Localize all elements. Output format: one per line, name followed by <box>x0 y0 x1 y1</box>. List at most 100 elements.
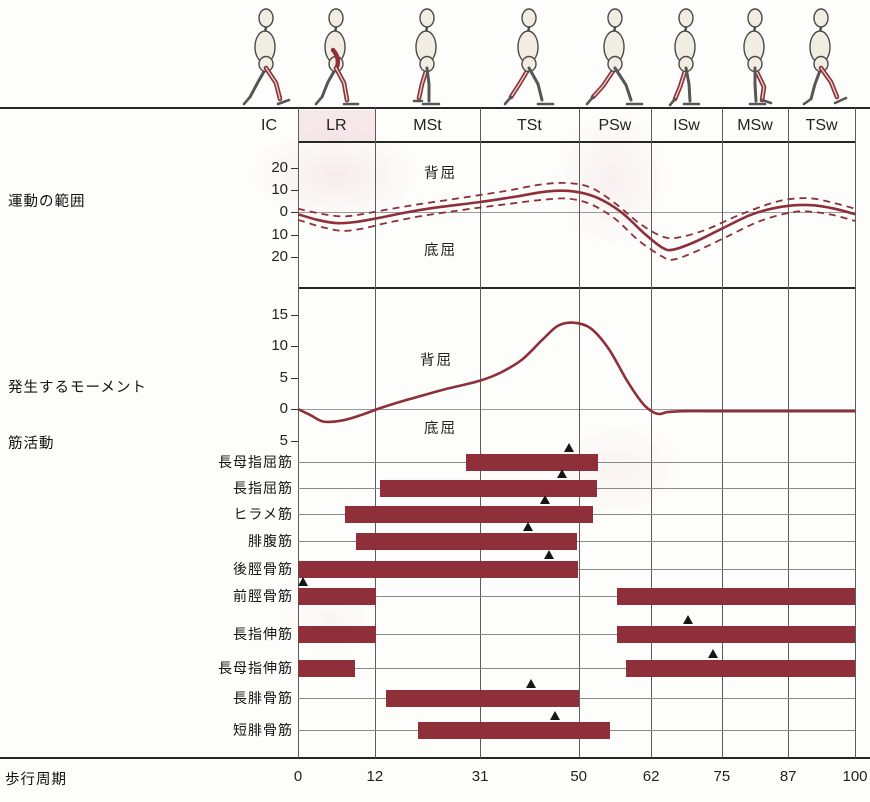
muscle-activity-bar <box>385 689 579 707</box>
rom-ytick-mark <box>291 167 298 169</box>
walking-figure-lr-icon <box>314 8 360 106</box>
rom-dorsiflexion-label: 背屈 <box>424 166 457 182</box>
xtick-label-62: 62 <box>642 768 660 785</box>
moment-ytick-label: 5 <box>279 368 288 386</box>
walking-figure-isw-icon <box>668 8 701 107</box>
rom-ytick-label: 20 <box>271 158 288 176</box>
muscle-activity-bar <box>355 532 578 550</box>
phase-label-mst: MSt <box>413 117 442 134</box>
xtick-label-31: 31 <box>471 768 489 785</box>
rom-section-label: 運動の範囲 <box>8 194 86 210</box>
muscle-label-6: 長指伸筋 <box>233 626 293 642</box>
muscle-label-8: 長腓骨筋 <box>233 690 293 706</box>
peak-activity-triangle <box>526 678 536 688</box>
moment-ytick-mark <box>291 314 298 316</box>
ground-line <box>0 107 870 110</box>
rom-ytick-label: 10 <box>271 225 288 243</box>
phase-label-isw: ISw <box>673 117 700 134</box>
muscle-activity-bar <box>617 625 855 643</box>
muscle-label-2: ヒラメ筋 <box>233 506 293 522</box>
rom-plantarflexion-label: 底屈 <box>424 243 457 259</box>
gridline-87pct <box>788 108 790 758</box>
moment-section-label: 発生するモーメント <box>8 380 147 396</box>
muscle-activity-bar <box>465 453 598 471</box>
x-axis-line <box>0 757 870 760</box>
xtick-label-87: 87 <box>779 768 797 785</box>
moment-zero-line <box>298 409 855 410</box>
muscle-label-3: 腓腹筋 <box>248 533 293 549</box>
gridline-62pct <box>651 108 653 758</box>
xtick-label-100: 100 <box>842 768 868 785</box>
muscle-activity-bar <box>379 479 597 497</box>
walking-figure-ic-icon <box>242 8 291 106</box>
rom-curve-mean <box>297 189 856 252</box>
rom-ytick-label: 0 <box>279 203 288 220</box>
xtick-label-75: 75 <box>713 768 731 785</box>
muscle-label-7: 長母指伸筋 <box>218 660 293 676</box>
phase-label-ic: IC <box>261 117 277 134</box>
peak-activity-triangle <box>564 442 575 452</box>
moment-dorsiflexion-label: 背屈 <box>420 353 453 369</box>
peak-activity-triangle <box>556 468 567 478</box>
muscle-row-baseline <box>298 634 855 635</box>
gait-cycle-axis-label: 歩行周期 <box>5 772 67 788</box>
walking-figures-strip <box>0 0 870 108</box>
phase-label-tst: TSt <box>516 117 542 134</box>
muscle-activity-bar <box>298 659 355 677</box>
moment-ytick-label: 10 <box>271 337 288 354</box>
walking-figure-tsw-icon <box>802 8 848 106</box>
muscle-label-1: 長指屈筋 <box>233 480 293 496</box>
gridline-31pct <box>480 108 482 758</box>
peak-activity-triangle <box>707 648 718 658</box>
xtick-label-12: 12 <box>366 768 384 785</box>
muscle-activity-bar <box>417 721 611 739</box>
gridline-100pct <box>855 108 856 758</box>
walking-figure-mst-icon <box>412 8 441 106</box>
phase-label-tsw: TSw <box>805 117 838 134</box>
xtick-label-0: 0 <box>293 768 303 785</box>
rom-ytick-label: 20 <box>271 247 288 265</box>
walking-figure-tst-icon <box>503 8 555 106</box>
gridline-0pct <box>298 108 299 758</box>
moment-ytick-label: 15 <box>271 305 288 323</box>
rom-ytick-mark <box>291 190 298 191</box>
phase-label-msw: MSw <box>737 117 773 134</box>
muscle-activity-bar <box>625 659 855 677</box>
rom-ytick-label: 10 <box>271 181 288 198</box>
peak-activity-triangle <box>543 549 554 559</box>
muscle-activity-bar <box>298 625 376 643</box>
lr-cell-highlight <box>299 110 375 141</box>
moment-ytick-label: 5 <box>279 431 288 449</box>
muscle-label-4: 後脛骨筋 <box>233 561 293 577</box>
rom-ytick-mark <box>291 256 298 258</box>
moment-plantarflexion-label: 底屈 <box>424 421 457 437</box>
muscle-activity-bar <box>617 587 855 605</box>
walking-figure-psw-icon <box>585 8 644 106</box>
muscle-row-baseline <box>298 596 855 597</box>
rom-curve-upper-band <box>297 181 856 240</box>
muscle-activity-bar <box>344 505 594 523</box>
muscle-label-0: 長母指屈筋 <box>218 454 293 470</box>
gridline-12pct <box>374 108 376 758</box>
muscle-label-9: 短腓骨筋 <box>233 722 293 738</box>
moment-ytick-mark <box>291 409 298 410</box>
gridline-50pct <box>578 108 580 758</box>
walking-figure-msw-icon <box>743 8 773 106</box>
phase-label-lr: LR <box>326 117 347 134</box>
rom-ytick-mark <box>291 234 298 236</box>
muscle-activity-bar <box>298 587 376 605</box>
peak-activity-triangle <box>682 614 693 624</box>
moment-ytick-mark <box>291 346 298 347</box>
muscle-activity-section-label: 筋活動 <box>8 436 55 452</box>
xtick-label-50: 50 <box>570 768 588 785</box>
peak-activity-triangle <box>539 494 550 504</box>
muscle-activity-bar <box>298 560 579 578</box>
peak-activity-triangle <box>523 521 534 531</box>
moment-ytick-mark <box>291 377 298 379</box>
rom-zero-line <box>298 212 855 213</box>
rom-chart-top-border <box>298 141 855 143</box>
rom-chart-bottom-border <box>298 287 855 289</box>
phase-label-psw: PSw <box>598 117 632 134</box>
moment-ytick-mark <box>291 440 298 442</box>
